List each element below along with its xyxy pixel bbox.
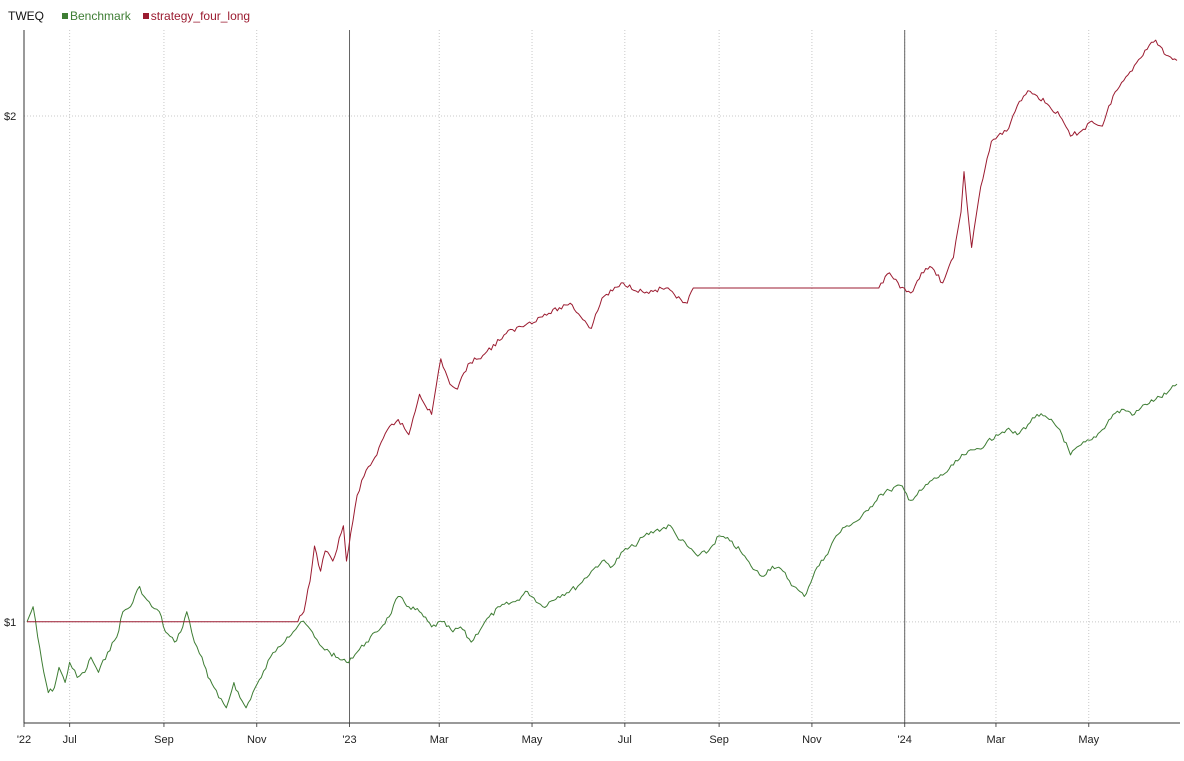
x-tick-label: Jul [618, 734, 632, 746]
chart-legend: TWEQ Benchmark strategy_four_long [8, 8, 262, 24]
x-tick-label: Mar [986, 734, 1005, 746]
legend-label-benchmark: Benchmark [70, 9, 131, 23]
legend-item-benchmark: Benchmark [62, 9, 131, 23]
x-tick-label: Mar [430, 734, 449, 746]
y-tick-label: $1 [4, 617, 16, 629]
x-tick-label: Nov [247, 734, 267, 746]
legend-swatch-benchmark [62, 13, 68, 19]
x-tick-label: Jul [63, 734, 77, 746]
y-tick-label: $2 [4, 111, 16, 123]
x-tick-label: '24 [898, 734, 912, 746]
x-tick-label: May [522, 734, 543, 746]
legend-swatch-strategy [142, 13, 149, 19]
x-tick-label: Nov [802, 734, 822, 746]
legend-item-strategy: strategy_four_long [142, 9, 251, 23]
x-tick-label: May [1078, 734, 1099, 746]
legend-label-strategy: strategy_four_long [150, 9, 251, 23]
ticker-label: TWEQ [8, 9, 44, 23]
x-tick-label: '23 [342, 734, 356, 746]
x-tick-label: Sep [709, 734, 729, 746]
x-tick-label: Sep [154, 734, 174, 746]
x-tick-label: '22 [17, 734, 31, 746]
series-line-benchmark [26, 383, 1178, 709]
series-line-strategy-four-long [27, 39, 1178, 623]
